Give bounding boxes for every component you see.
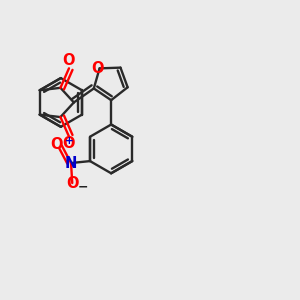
Text: +: + (65, 136, 74, 146)
Text: −: − (78, 181, 89, 194)
Text: O: O (91, 61, 103, 76)
Text: O: O (50, 137, 63, 152)
Text: O: O (63, 136, 75, 152)
Text: N: N (65, 155, 77, 170)
Text: O: O (66, 176, 79, 191)
Text: O: O (63, 53, 75, 68)
